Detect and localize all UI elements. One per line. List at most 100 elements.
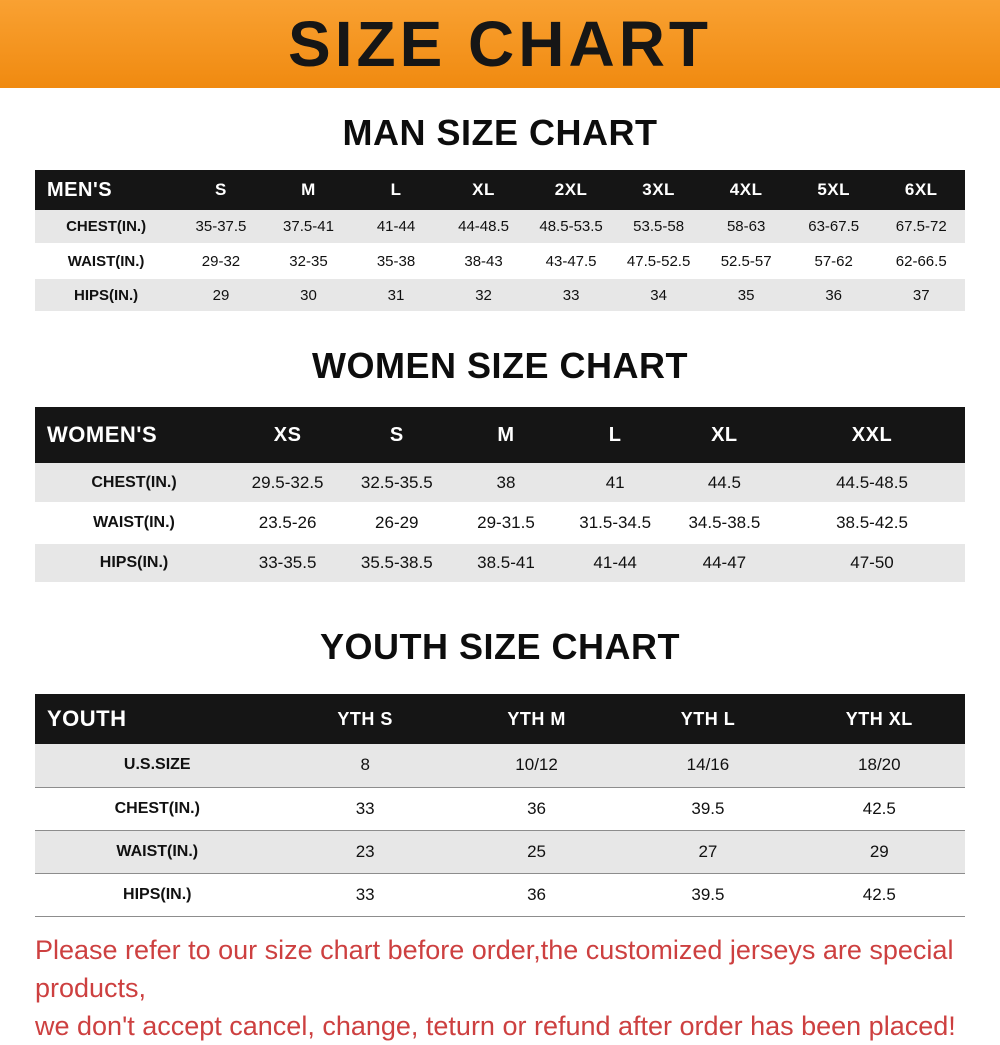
youth-size-table: YOUTH YTH S YTH M YTH L YTH XL U.S.SIZE 8 10/12… xyxy=(35,694,965,917)
size-cell: 37.5-41 xyxy=(283,218,334,235)
size-cell: 32 xyxy=(475,286,492,304)
column-header: XL xyxy=(472,180,495,199)
size-cell: 44-47 xyxy=(702,553,747,572)
size-chart-title: SIZE CHART xyxy=(288,8,712,80)
row-label: HIPS(IN.) xyxy=(123,885,192,903)
size-cell: 38.5-41 xyxy=(477,553,535,572)
size-cell: 30 xyxy=(300,286,317,304)
size-cell: 43-47.5 xyxy=(545,252,597,270)
size-cell: 35-38 xyxy=(376,252,416,270)
size-cell: 42.5 xyxy=(862,884,896,904)
size-chart-banner: SIZE CHART xyxy=(0,0,1000,88)
row-label: HIPS(IN.) xyxy=(74,286,139,304)
column-header: XS xyxy=(273,423,302,446)
column-header: M xyxy=(497,423,515,446)
size-cell: 37 xyxy=(912,286,930,304)
row-label: CHEST(IN.) xyxy=(114,799,200,817)
man-section-heading: MAN SIZE CHART xyxy=(342,112,658,153)
size-cell: 39.5 xyxy=(691,798,725,818)
size-cell: 31 xyxy=(387,286,405,304)
row-label: WAIST(IN.) xyxy=(93,514,175,531)
women-section-heading: WOMEN SIZE CHART xyxy=(312,345,688,386)
size-cell: 38-43 xyxy=(464,252,503,270)
column-header: L xyxy=(390,180,402,199)
row-label: WAIST(IN.) xyxy=(67,252,145,270)
size-cell: 25 xyxy=(527,841,547,861)
size-cell: 29-32 xyxy=(201,252,241,270)
size-cell: 10/12 xyxy=(515,755,558,775)
table-header-row: MEN'S S M L XL 2XL 3XL 4XL 5XL 6XL xyxy=(35,170,965,210)
column-header: XL xyxy=(711,423,738,446)
size-cell: 41-44 xyxy=(593,553,637,572)
size-cell: 33 xyxy=(355,798,375,818)
size-cell: 38.5-42.5 xyxy=(836,513,908,532)
measurement-row: WAIST(IN.) 23.5-26 26-29 29-31.5 31.5-34.5 34… xyxy=(35,503,965,543)
size-cell: 52.5-57 xyxy=(720,252,772,270)
size-cell: 14/16 xyxy=(686,755,730,775)
size-cell: 53.5-58 xyxy=(633,218,685,235)
measurement-row: HIPS(IN.) 29 30 31 32 33 34 35 36 37 xyxy=(35,278,965,312)
column-header: XXL xyxy=(851,423,893,446)
size-cell: 42.5 xyxy=(862,798,896,818)
size-cell: 47-50 xyxy=(850,553,894,572)
size-cell: 35.5-38.5 xyxy=(360,553,433,572)
size-cell: 57-62 xyxy=(814,252,853,270)
row-label: U.S.SIZE xyxy=(123,756,191,774)
size-table: MEN'S S M L XL 2XL 3XL 4XL 5XL 6XL CHEST(IN.) 35-37… xyxy=(35,170,965,313)
note-line: we don't accept cancel, change, teturn o… xyxy=(35,1010,956,1041)
measurement-row: CHEST(IN.) 35-37.5 37.5-41 41-44 44-48.5 48.5… xyxy=(35,210,965,244)
size-cell: 36 xyxy=(825,286,843,304)
size-cell: 23 xyxy=(355,841,375,861)
men-size-table: MEN'S S M L XL 2XL 3XL 4XL 5XL 6XL CHEST(IN.) 35-37… xyxy=(35,170,965,313)
size-cell: 27 xyxy=(698,841,718,861)
disclaimer-note: Please refer to our size chart before or… xyxy=(35,931,965,1045)
row-label: HIPS(IN.) xyxy=(99,554,169,571)
size-cell: 36 xyxy=(527,798,547,818)
column-header: M xyxy=(301,180,316,199)
measurement-row: HIPS(IN.) 33 36 39.5 42.5 xyxy=(35,873,965,916)
column-header: 2XL xyxy=(554,180,588,199)
column-header: L xyxy=(608,423,622,446)
size-cell: 23.5-26 xyxy=(258,513,317,532)
size-cell: 38 xyxy=(496,472,516,492)
size-cell: 58-63 xyxy=(726,218,766,235)
size-cell: 63-67.5 xyxy=(808,218,860,235)
size-cell: 35-37.5 xyxy=(195,218,247,235)
size-cell: 34.5-38.5 xyxy=(688,513,761,532)
size-cell: 18/20 xyxy=(858,755,901,775)
size-chart-content: MAN SIZE CHART MEN'S S M L XL 2XL 3XL 4XL 5XL 6XL… xyxy=(0,112,1000,1045)
column-header: YTH M xyxy=(507,708,566,729)
column-header: YTH S xyxy=(337,708,393,729)
size-cell: 39.5 xyxy=(691,884,725,904)
column-header: YTH XL xyxy=(845,708,913,729)
size-cell: 36 xyxy=(527,884,547,904)
size-cell: 8 xyxy=(360,755,370,775)
size-cell: 44.5-48.5 xyxy=(836,472,908,492)
note-line: Please refer to our size chart before or… xyxy=(35,934,954,1003)
measurement-row: U.S.SIZE 8 10/12 14/16 18/20 xyxy=(35,744,965,787)
measurement-row: HIPS(IN.) 33-35.5 35.5-38.5 38.5-41 41-44 44-… xyxy=(35,543,965,583)
table-title-cell: YOUTH xyxy=(47,706,127,731)
measurement-row: CHEST(IN.) 29.5-32.5 32.5-35.5 38 41 44.5 44.5… xyxy=(35,463,965,503)
row-label: CHEST(IN.) xyxy=(91,473,177,491)
size-cell: 48.5-53.5 xyxy=(539,218,603,235)
table-title-cell: MEN'S xyxy=(47,178,113,201)
size-cell: 33-35.5 xyxy=(258,553,317,572)
column-header: 4XL xyxy=(729,180,763,199)
column-header: YTH L xyxy=(680,708,736,729)
size-cell: 47.5-52.5 xyxy=(626,252,691,270)
measurement-row: WAIST(IN.) 29-32 32-35 35-38 38-43 43-47.5 47.… xyxy=(35,244,965,278)
row-label: WAIST(IN.) xyxy=(116,842,199,860)
size-table: WOMEN'S XS S M L XL XXL CHEST(IN.) 29.5-32.5 32.5… xyxy=(35,407,965,584)
table-header-row: WOMEN'S XS S M L XL XXL xyxy=(35,407,965,463)
size-cell: 33 xyxy=(355,884,375,904)
size-cell: 29 xyxy=(869,841,889,861)
size-cell: 34 xyxy=(650,286,667,304)
column-header: 3XL xyxy=(642,180,675,199)
size-cell: 26-29 xyxy=(375,513,419,532)
column-header: S xyxy=(389,423,404,446)
measurement-row: CHEST(IN.) 33 36 39.5 42.5 xyxy=(35,787,965,830)
women-size-table: WOMEN'S XS S M L XL XXL CHEST(IN.) 29.5-32.5 32.5… xyxy=(35,407,965,584)
size-cell: 29-31.5 xyxy=(477,513,535,532)
size-cell: 62-66.5 xyxy=(895,252,947,270)
